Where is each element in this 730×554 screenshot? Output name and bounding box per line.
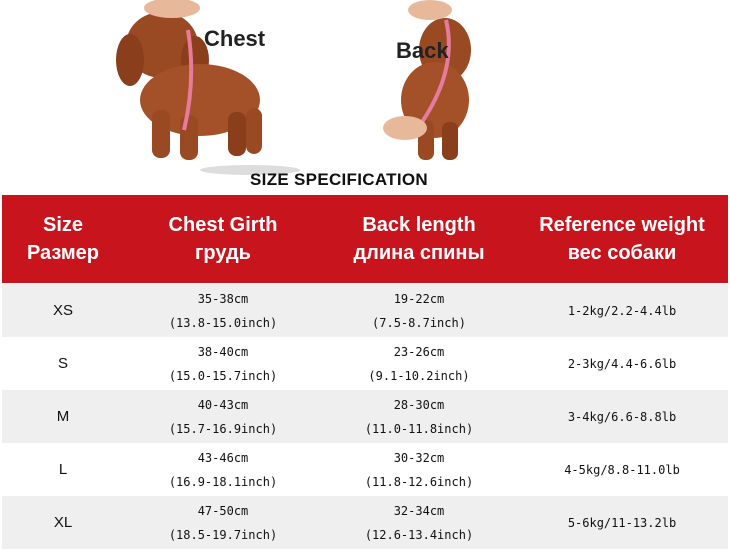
chest-cell: 43-46cm (16.9-18.1inch) [124, 443, 322, 496]
back-cm-value: 32-34cm [393, 503, 445, 518]
chest-cm-value: 35-38cm [197, 291, 249, 306]
back-in-value: (9.1-10.2inch) [368, 368, 470, 383]
table-row: M 40-43cm (15.7-16.9inch) 28-30cm (11.0-11.8… [2, 390, 728, 443]
weight-value: 1-2kg/2.2-4.4lb [567, 303, 677, 318]
table-header: Size Размер Chest Girth грудь Back length д… [2, 195, 728, 283]
header-en: Back length [362, 214, 476, 236]
size-value: S [57, 354, 68, 372]
back-cell: 28-30cm (11.0-11.8inch) [322, 390, 516, 443]
header-size: Size Размер [2, 195, 124, 283]
size-cell: S [2, 337, 124, 390]
size-value: XL [53, 513, 73, 531]
chest-in-value: (13.8-15.0inch) [168, 315, 278, 330]
chest-cm-value: 40-43cm [197, 397, 249, 412]
size-value: XS [52, 301, 73, 319]
size-cell: M [2, 390, 124, 443]
back-cell: 23-26cm (9.1-10.2inch) [322, 337, 516, 390]
weight-value: 4-5kg/8.8-11.0lb [564, 462, 680, 477]
size-cell: XL [2, 496, 124, 549]
weight-cell: 2-3kg/4.4-6.6lb [516, 337, 728, 390]
chest-in-value: (18.5-19.7inch) [168, 527, 278, 542]
weight-cell: 3-4kg/6.6-8.8lb [516, 390, 728, 443]
back-cm-value: 30-32cm [393, 450, 445, 465]
back-cm-value: 19-22cm [393, 291, 445, 306]
back-in-value: (11.8-12.6inch) [364, 474, 474, 489]
back-cm-value: 23-26cm [393, 344, 445, 359]
table-row: S 38-40cm (15.0-15.7inch) 23-26cm (9.1-10.2i… [2, 337, 728, 390]
back-in-value: (7.5-8.7inch) [372, 315, 466, 330]
header-ru: вес собаки [567, 242, 677, 264]
header-ru: грудь [195, 242, 251, 264]
dog-back-measure-photo [383, 0, 471, 160]
size-cell: XS [2, 284, 124, 337]
weight-cell: 4-5kg/8.8-11.0lb [516, 443, 728, 496]
size-cell: L [2, 443, 124, 496]
size-value: L [58, 460, 68, 478]
table-row: L 43-46cm (16.9-18.1inch) 30-32cm (11.8-12.6… [2, 443, 728, 496]
chest-label: Chest [204, 26, 266, 51]
header-weight: Reference weight вес собаки [516, 195, 728, 283]
weight-value: 2-3kg/4.4-6.6lb [567, 356, 677, 371]
weight-value: 5-6kg/11-13.2lb [567, 515, 677, 530]
header-chest: Chest Girth грудь [124, 195, 322, 283]
table-row: XS 35-38cm (13.8-15.0inch) 19-22cm (7.5-8.7i… [2, 284, 728, 337]
header-en: Reference weight [539, 214, 705, 236]
weight-cell: 5-6kg/11-13.2lb [516, 496, 728, 549]
header-ru: длина спины [353, 242, 485, 264]
chest-in-value: (16.9-18.1inch) [168, 474, 278, 489]
chest-cell: 38-40cm (15.0-15.7inch) [124, 337, 322, 390]
chest-cell: 35-38cm (13.8-15.0inch) [124, 284, 322, 337]
back-cell: 32-34cm (12.6-13.4inch) [322, 496, 516, 549]
chest-cell: 40-43cm (15.7-16.9inch) [124, 390, 322, 443]
back-label: Back [396, 38, 449, 63]
back-in-value: (12.6-13.4inch) [364, 527, 474, 542]
weight-value: 3-4kg/6.6-8.8lb [567, 409, 677, 424]
chest-cm-value: 38-40cm [197, 344, 249, 359]
chest-in-value: (15.0-15.7inch) [168, 368, 278, 383]
chest-cm-value: 43-46cm [197, 450, 249, 465]
chest-cell: 47-50cm (18.5-19.7inch) [124, 496, 322, 549]
chest-in-value: (15.7-16.9inch) [168, 421, 278, 436]
header-ru: Размер [26, 242, 100, 264]
header-en: Size [42, 214, 84, 236]
header-en: Chest Girth [168, 214, 278, 236]
size-value: M [56, 407, 70, 425]
back-cm-value: 28-30cm [393, 397, 445, 412]
header-back: Back length длина спины [322, 195, 516, 283]
size-table-body: XS 35-38cm (13.8-15.0inch) 19-22cm (7.5-8.7i… [2, 284, 728, 549]
back-cell: 19-22cm (7.5-8.7inch) [322, 284, 516, 337]
weight-cell: 1-2kg/2.2-4.4lb [516, 284, 728, 337]
size-spec-title: SIZE SPECIFICATION [250, 170, 428, 189]
back-cell: 30-32cm (11.8-12.6inch) [322, 443, 516, 496]
dog-chest-measure-photo [116, 0, 300, 175]
back-in-value: (11.0-11.8inch) [364, 421, 474, 436]
table-row: XL 47-50cm (18.5-19.7inch) 32-34cm (12.6-13.… [2, 496, 728, 549]
chest-cm-value: 47-50cm [197, 503, 249, 518]
